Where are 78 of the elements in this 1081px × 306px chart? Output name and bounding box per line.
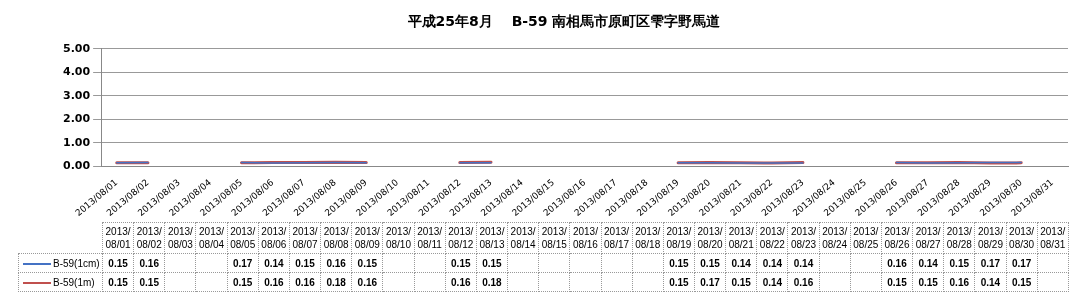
data-label: 0.15 — [102, 253, 134, 273]
data-label: 0.14 — [974, 272, 1007, 292]
category-label: 2013/08/24 — [822, 226, 848, 250]
y-tick-label: 1.00 — [63, 135, 91, 149]
category-label: 2013/08/15 — [541, 226, 567, 250]
data-label: 0.15 — [476, 253, 508, 273]
data-label: 0.15 — [227, 272, 259, 292]
chart-title: 平成25年8月 B-59 南相馬市原町区雫字野馬道 — [406, 13, 722, 30]
category-label: 2013/08/02 — [136, 226, 162, 250]
data-label: 0.17 — [1006, 253, 1038, 273]
category-label: 2013/08/22 — [759, 226, 785, 250]
data-label: 0.14 — [756, 253, 788, 273]
data-label: 0.15 — [943, 253, 975, 273]
data-label: 0.14 — [725, 253, 757, 273]
data-label: 0.15 — [912, 272, 944, 292]
data-label: 0.15 — [445, 253, 477, 273]
data-label: 0.15 — [102, 272, 134, 292]
category-label: 2013/08/07 — [292, 226, 318, 250]
data-label: 0.16 — [320, 253, 352, 273]
data-label: 0.18 — [320, 272, 352, 292]
data-label: 0.15 — [133, 272, 165, 292]
category-label: 2013/08/04 — [199, 226, 225, 250]
y-tick-label: 0.00 — [63, 159, 91, 173]
category-label: 2013/08/16 — [572, 226, 598, 250]
data-label: 0.16 — [351, 272, 383, 292]
category-label: 2013/08/05 — [230, 226, 256, 250]
category-label: 2013/08/11 — [417, 226, 443, 250]
data-label: 0.15 — [725, 272, 757, 292]
data-label: 0.15 — [1006, 272, 1038, 292]
data-label: 0.15 — [881, 272, 913, 292]
category-label: 2013/08/25 — [853, 226, 879, 250]
category-label: 2013/08/01 — [105, 226, 131, 250]
category-label: 2013/08/14 — [510, 226, 536, 250]
data-label: 0.15 — [289, 253, 321, 273]
data-label: 0.15 — [351, 253, 383, 273]
y-tick-label: 4.00 — [63, 65, 91, 79]
data-label: 0.16 — [289, 272, 321, 292]
data-label: 0.16 — [133, 253, 165, 273]
data-label: 0.17 — [974, 253, 1007, 273]
category-label: 2013/08/10 — [385, 226, 411, 250]
category-label: 2013/08/12 — [448, 226, 474, 250]
legend-label: B-59(1cm) — [18, 253, 103, 273]
data-label: 0.15 — [694, 253, 726, 273]
data-label: 0.16 — [258, 272, 290, 292]
category-label: 2013/08/09 — [354, 226, 380, 250]
data-label: 0.17 — [694, 272, 726, 292]
category-label: 2013/08/31 — [1040, 226, 1066, 250]
data-label: 0.16 — [943, 272, 975, 292]
category-label: 2013/08/30 — [1009, 226, 1035, 250]
category-label: 2013/08/17 — [604, 226, 630, 250]
category-label: 2013/08/18 — [635, 226, 661, 250]
category-label: 2013/08/27 — [915, 226, 941, 250]
data-label: 0.15 — [663, 253, 695, 273]
data-label: 0.18 — [476, 272, 508, 292]
legend-label: B-59(1m) — [18, 272, 103, 292]
data-label: 0.16 — [881, 253, 913, 273]
category-label: 2013/08/06 — [261, 226, 287, 250]
category-label: 2013/08/08 — [323, 226, 349, 250]
data-label: 0.14 — [787, 253, 820, 273]
category-label: 2013/08/03 — [167, 226, 193, 250]
data-label: 0.14 — [258, 253, 290, 273]
category-label: 2013/08/20 — [697, 226, 723, 250]
data-label: 0.14 — [756, 272, 788, 292]
category-label: 2013/08/13 — [479, 226, 505, 250]
category-label: 2013/08/29 — [977, 226, 1003, 250]
data-label: 0.14 — [912, 253, 944, 273]
category-label: 2013/08/28 — [946, 226, 972, 250]
data-label: 0.16 — [445, 272, 477, 292]
data-label: 0.16 — [787, 272, 820, 292]
category-label: 2013/08/21 — [728, 226, 754, 250]
y-tick-label: 2.00 — [63, 112, 91, 126]
category-label: 2013/08/26 — [884, 226, 910, 250]
data-label: 0.15 — [663, 272, 695, 292]
category-label: 2013/08/23 — [791, 226, 817, 250]
data-label: 0.17 — [227, 253, 259, 273]
y-tick-label: 5.00 — [63, 41, 91, 55]
category-label: 2013/08/19 — [666, 226, 692, 250]
y-tick-label: 3.00 — [63, 88, 91, 102]
